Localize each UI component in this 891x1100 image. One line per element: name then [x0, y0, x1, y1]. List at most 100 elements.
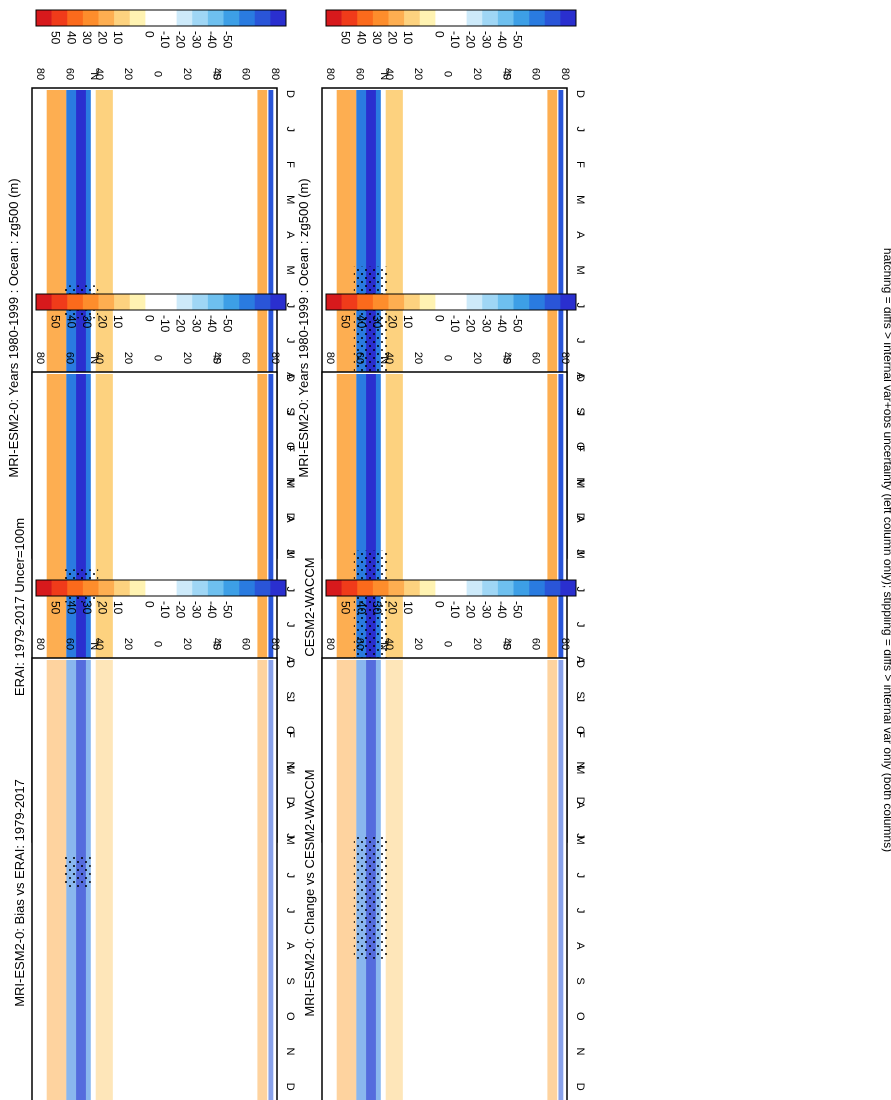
colorbar-swatch [82, 10, 99, 26]
colorbar-swatch [207, 580, 224, 596]
lat-tick-label: 40 [210, 638, 222, 650]
lat-tick-label: 20 [122, 352, 134, 364]
hemisphere-label: °N [88, 68, 100, 80]
colorbar-swatch [223, 580, 240, 596]
colorbar-swatch [161, 580, 177, 596]
panel-title: MRI-ESM2-0: Bias vs ERAI: 1979-2017 [12, 779, 27, 1007]
nh-midlat-core-band [76, 90, 86, 556]
colorbar-swatch [451, 580, 467, 596]
colorbar-swatch [326, 10, 342, 26]
colorbar-swatch [372, 294, 389, 310]
colorbar-tick-label: 0 [142, 315, 156, 322]
hemisphere-label: °N [378, 352, 390, 364]
sh-cold-band [558, 374, 564, 840]
colorbar-tick-label: 40 [354, 601, 368, 615]
colorbar-swatch [129, 580, 146, 596]
month-tick-label: O [284, 442, 296, 451]
month-tick-label: O [574, 442, 586, 451]
hemisphere-label: °S [500, 68, 512, 80]
lat-tick-label: 0 [152, 641, 164, 647]
month-tick-label: F [284, 161, 296, 168]
colorbar-swatch [326, 580, 342, 596]
month-tick-label: A [574, 231, 586, 239]
month-tick-label: F [574, 161, 586, 168]
colorbar-tick-label: -20 [464, 31, 478, 49]
colorbar-swatch [192, 580, 209, 596]
lat-tick-label: 40 [210, 68, 222, 80]
colorbar-swatch [51, 580, 68, 596]
colorbar-swatch [466, 10, 483, 26]
lat-tick-label: 80 [559, 638, 571, 650]
colorbar-tick-label: -50 [221, 315, 235, 333]
colorbar-swatch [544, 580, 561, 596]
colorbar-swatch [357, 294, 374, 310]
colorbar-tick-label: 50 [339, 601, 353, 615]
colorbar-swatch [404, 580, 421, 596]
colorbar-tick-label: 20 [96, 601, 110, 615]
colorbar-tick-label: 50 [339, 31, 353, 45]
lat-tick-label: 80 [324, 638, 336, 650]
month-tick-label: F [574, 445, 586, 452]
colorbar-swatch [207, 10, 224, 26]
lat-tick-label: 60 [63, 352, 75, 364]
sh-warm-band [547, 660, 558, 1100]
lat-tick-label: 60 [353, 352, 365, 364]
colorbar-tick-label: 10 [401, 601, 415, 615]
month-tick-label: A [574, 801, 586, 809]
colorbar-swatch [51, 294, 68, 310]
lat-tick-label: 60 [353, 638, 365, 650]
colorbar-tick-label: 50 [339, 315, 353, 329]
colorbar-tick-label: 40 [64, 315, 78, 329]
colorbar-tick-label: -20 [174, 315, 188, 333]
lat-tick-label: 20 [412, 352, 424, 364]
month-tick-label: S [284, 977, 296, 984]
month-tick-label: A [574, 656, 586, 664]
lat-tick-label: 60 [240, 352, 252, 364]
colorbar-swatch [435, 10, 452, 26]
month-tick-label: J [574, 908, 586, 914]
month-tick-label: M [574, 266, 586, 275]
colorbar-tick-label: -40 [495, 31, 509, 49]
lat-tick-label: 60 [530, 638, 542, 650]
month-tick-label: D [284, 660, 296, 668]
colorbar-tick-label: -40 [495, 601, 509, 619]
lat-tick-label: 20 [412, 68, 424, 80]
colorbar-swatch [161, 294, 177, 310]
month-tick-label: N [574, 762, 586, 770]
colorbar-swatch [357, 580, 374, 596]
colorbar-swatch [129, 294, 146, 310]
month-tick-label: M [284, 765, 296, 774]
colorbar-tick-label: -30 [479, 31, 493, 49]
colorbar-swatch [239, 580, 256, 596]
lat-tick-label: 80 [269, 352, 281, 364]
lat-tick-label: 60 [63, 68, 75, 80]
colorbar-swatch [419, 10, 436, 26]
colorbar-swatch [254, 294, 271, 310]
lat-tick-label: 0 [152, 71, 164, 77]
colorbar-frame [35, 9, 287, 27]
lat-tick-label: 40 [500, 638, 512, 650]
month-tick-label: D [284, 513, 296, 521]
lat-tick-label: 80 [269, 638, 281, 650]
month-tick-label: J [574, 622, 586, 628]
month-tick-label: A [574, 942, 586, 950]
month-tick-label: J [284, 873, 296, 879]
colorbar-tick-label: -20 [464, 315, 478, 333]
colorbar-swatch [67, 294, 84, 310]
colorbar-swatch [254, 10, 271, 26]
colorbar-frame [325, 579, 577, 597]
lat-tick-label: 40 [93, 68, 105, 80]
colorbar-tick-label: 30 [80, 31, 94, 45]
month-tick-label: S [284, 407, 296, 414]
colorbar-tick-label: -10 [448, 601, 462, 619]
lat-tick-label: 80 [559, 352, 571, 364]
month-tick-label: J [284, 549, 296, 555]
colorbar-tick-label: 30 [80, 601, 94, 615]
colorbar-swatch [98, 580, 115, 596]
colorbar-tick-label: -10 [448, 31, 462, 49]
hemisphere-label: °N [88, 352, 100, 364]
colorbar-swatch [192, 294, 209, 310]
colorbar-swatch [529, 294, 546, 310]
